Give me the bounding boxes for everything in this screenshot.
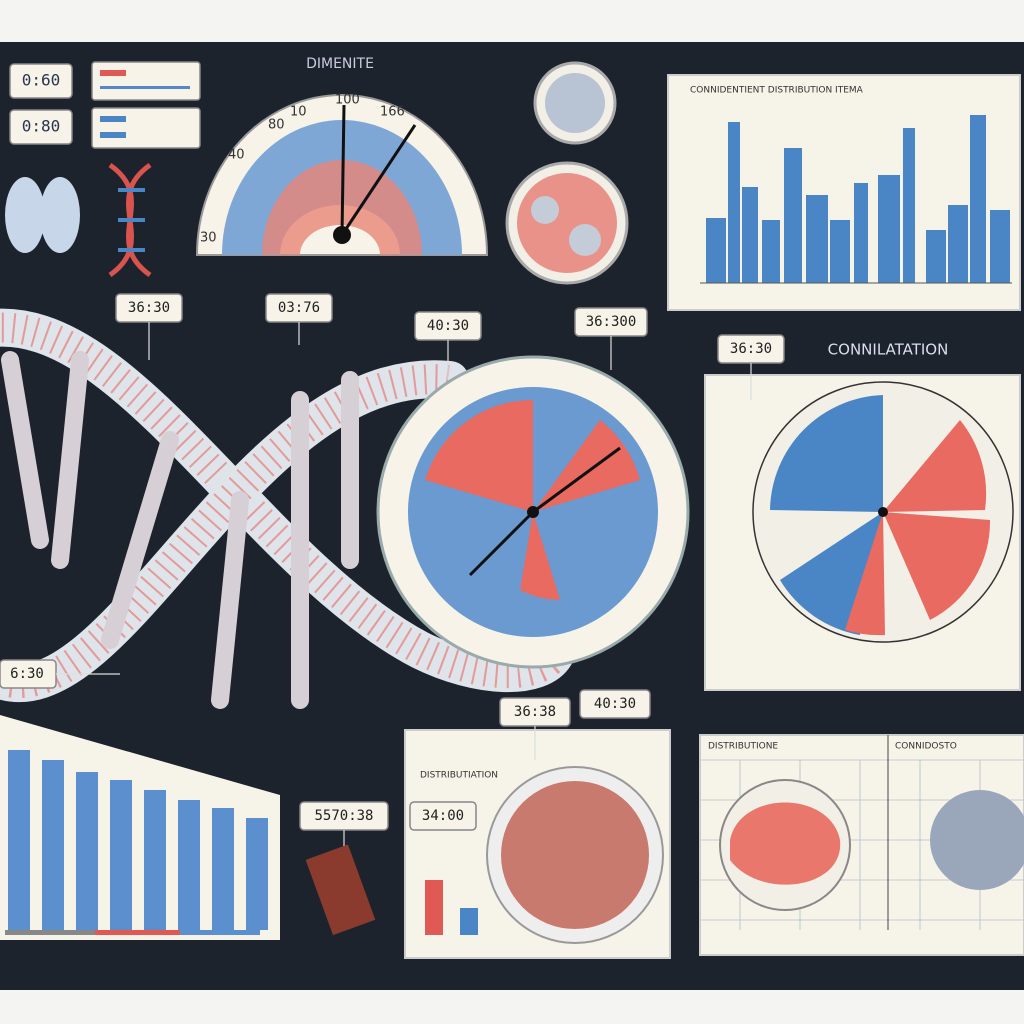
- decoration: [883, 420, 987, 512]
- decoration: [903, 128, 915, 283]
- decoration: [878, 175, 900, 283]
- decoration: [101, 431, 179, 649]
- decoration: [517, 173, 617, 273]
- decoration: [830, 220, 850, 283]
- gauge-label: 80: [268, 118, 285, 133]
- decoration: [180, 930, 260, 935]
- decoration: [728, 122, 740, 283]
- gauge-label: 40: [228, 148, 245, 163]
- decoration: [100, 132, 126, 138]
- decoration: [42, 760, 64, 930]
- decoration: [532, 446, 621, 514]
- callouts: 36:30 03:76 40:30 36:300 36:30 6:30 36:3…: [0, 293, 785, 850]
- decoration: [531, 196, 559, 224]
- decoration: [56, 322, 752, 850]
- decoration: [333, 226, 351, 244]
- decoration: [91, 61, 201, 101]
- decoration: [930, 790, 1024, 890]
- gauge-label: 30: [200, 231, 217, 246]
- callout: 5570:38: [314, 808, 373, 824]
- callout: 40:30: [594, 696, 636, 712]
- decoration: [0, 312, 568, 689]
- decoration: [784, 148, 802, 283]
- chart-title: CONNIDENTIENT DISTRIBUTION ITEMA: [690, 86, 864, 96]
- decoration: [730, 802, 841, 885]
- decoration: [501, 781, 649, 929]
- decoration: [9, 109, 73, 145]
- decoration: [460, 908, 478, 935]
- decoration: [91, 107, 201, 149]
- callout: 34:00: [422, 808, 464, 824]
- decoration: [76, 772, 98, 930]
- decoration: [569, 224, 601, 256]
- decoration: [520, 512, 560, 600]
- callout: 36:38: [514, 704, 556, 720]
- decoration: [5, 930, 95, 935]
- panel-title: CONNILATATION: [828, 341, 949, 359]
- readout: 0:80: [22, 117, 61, 136]
- decoration: [948, 205, 968, 283]
- callout: 6:30: [10, 666, 44, 682]
- gauge-label: 10: [290, 105, 307, 120]
- decoration: [579, 689, 651, 719]
- decoration: [0, 715, 280, 940]
- decoration: [178, 800, 200, 930]
- decoration: [340, 124, 417, 236]
- decoration: [100, 116, 126, 122]
- decoration: [1, 351, 49, 549]
- callout: 40:30: [427, 318, 469, 334]
- bars: [706, 115, 1010, 283]
- panel-title: DISTRIBUTIONE: [708, 742, 778, 752]
- gauge-title: DIMENITE: [306, 56, 374, 72]
- readout: 0:60: [22, 71, 61, 90]
- decoration: [770, 395, 883, 512]
- decoration: [990, 210, 1010, 283]
- decoration: [340, 104, 346, 236]
- decoration: [0, 364, 452, 698]
- decoration: [926, 230, 946, 283]
- gauge-label: 100: [335, 93, 360, 108]
- gauge-label: 166: [380, 105, 405, 120]
- decoration: [211, 491, 249, 709]
- decoration: [854, 183, 868, 283]
- decoration: [100, 86, 190, 89]
- decoration: [527, 506, 539, 518]
- decoration: [40, 177, 80, 253]
- decoration: [533, 420, 640, 512]
- callout: 36:300: [586, 314, 637, 330]
- decoration: [212, 808, 234, 930]
- decoration: [110, 780, 132, 930]
- decoration: [144, 790, 166, 930]
- decoration: [9, 63, 73, 99]
- decoration: [100, 70, 126, 76]
- decoration: [970, 115, 986, 283]
- decoration: [878, 507, 888, 517]
- panel-title: CONNIDOSTO: [895, 742, 957, 752]
- decoration: [806, 195, 828, 283]
- decoration: [468, 510, 535, 577]
- decoration: [425, 399, 533, 512]
- decoration: [762, 220, 780, 283]
- callout: 36:30: [128, 300, 170, 316]
- decoration: [545, 73, 605, 133]
- group: [118, 188, 145, 252]
- decoration: [845, 512, 885, 636]
- decoration: [706, 218, 726, 283]
- decoration: [8, 750, 30, 930]
- decoration: [95, 930, 180, 935]
- decoration: [742, 187, 758, 283]
- decoration: [51, 351, 89, 569]
- callout: 36:30: [730, 341, 772, 357]
- decoration: [305, 844, 376, 936]
- callout: 03:76: [278, 300, 320, 316]
- decoration: [409, 801, 477, 831]
- group: [8, 750, 268, 930]
- panel-title: DISTRIBUTIATION: [420, 771, 498, 781]
- decoration: [425, 880, 443, 935]
- decoration: [5, 177, 45, 253]
- decoration: [883, 512, 991, 620]
- decoration: [246, 818, 268, 930]
